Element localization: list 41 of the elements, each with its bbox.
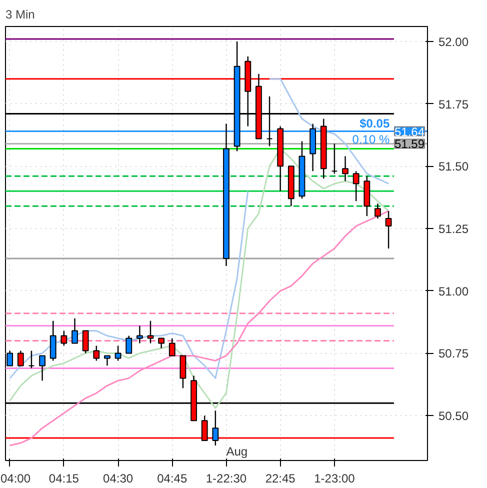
candlestick <box>168 338 176 356</box>
annotation: 0.10 % <box>352 132 390 146</box>
x-tick-label: 1-22:30 <box>206 472 247 486</box>
candlestick <box>385 210 392 250</box>
candlestick <box>114 345 122 362</box>
ref-line-label: 51.59 <box>394 137 425 152</box>
y-tick-label: 50.50 <box>438 409 469 424</box>
x-tick-label: 22:45 <box>265 472 296 486</box>
candlestick <box>212 410 219 446</box>
x-tick-label: 04:45 <box>157 472 188 486</box>
candlestick <box>352 170 360 202</box>
candlestick <box>126 335 132 354</box>
x-tick-label: 1-23:00 <box>314 472 356 486</box>
annotation: Aug <box>226 444 248 458</box>
candlestick <box>93 345 100 362</box>
candlestick <box>28 350 35 369</box>
candlestick <box>136 325 143 344</box>
x-tick-label: 04:00 <box>0 472 31 486</box>
candlestick <box>180 355 186 389</box>
y-tick-label: 52.00 <box>438 34 469 49</box>
x-tick-label: 04:30 <box>103 472 134 486</box>
candlestick <box>17 350 24 366</box>
y-tick-label: 50.75 <box>438 346 469 361</box>
candlestick <box>342 156 348 182</box>
y-tick-label: 51.50 <box>438 160 469 174</box>
x-tick-label: 04:15 <box>48 472 80 486</box>
candlestick <box>39 355 46 382</box>
candlestick <box>50 320 56 362</box>
y-tick-label: 51.25 <box>438 222 469 236</box>
annotation: $0.05 <box>360 116 390 130</box>
candlestick <box>374 202 381 220</box>
candlestick <box>60 330 68 346</box>
y-tick-label: 51.75 <box>438 97 469 112</box>
candlestick <box>331 143 338 174</box>
candlestick <box>104 355 110 366</box>
candlestick <box>72 318 78 344</box>
candlestick <box>82 330 89 354</box>
y-tick-label: 51.00 <box>438 284 469 298</box>
candlestick <box>158 338 165 349</box>
candlestick <box>147 320 154 344</box>
chart-title: 3 Min <box>6 8 35 22</box>
